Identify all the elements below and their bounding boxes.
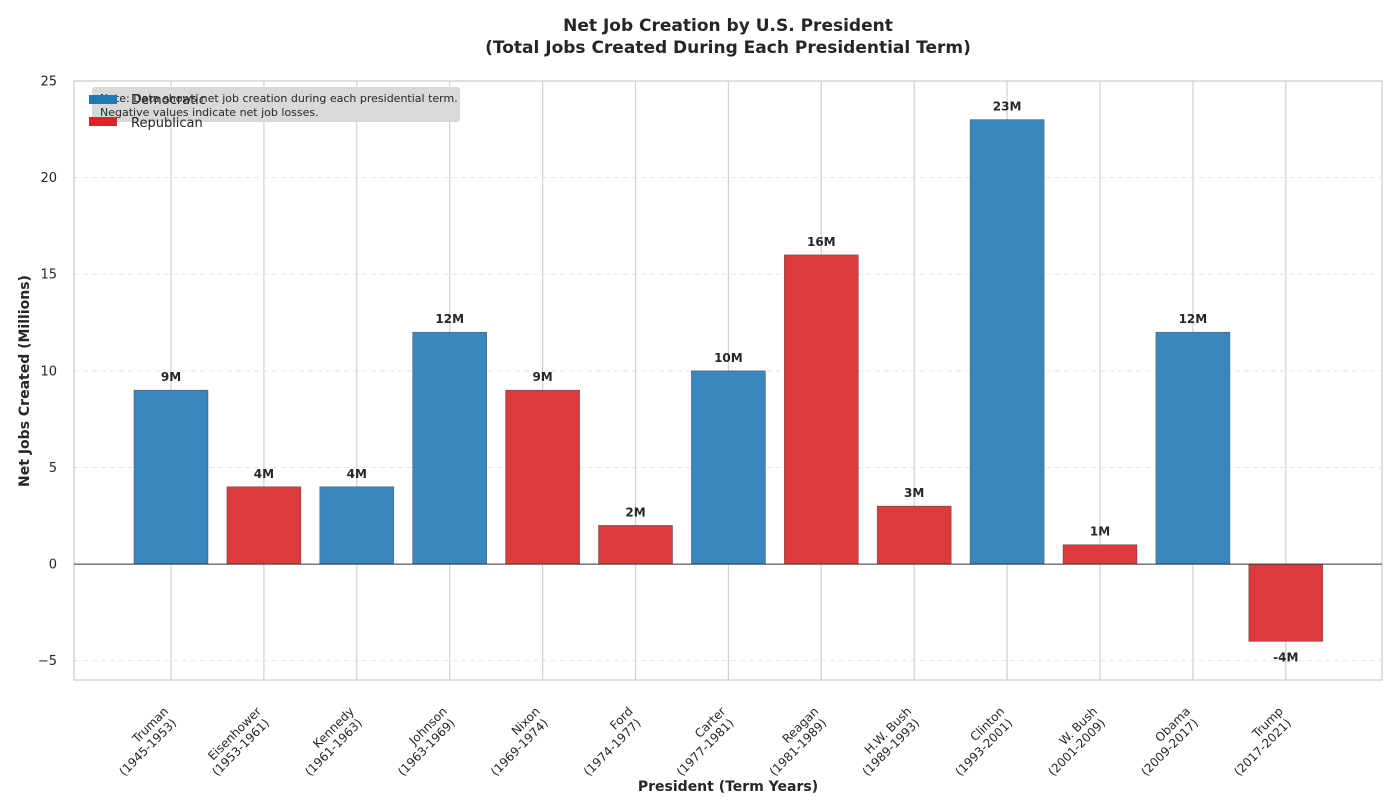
bar-ford [598,525,673,565]
bar-eisenhower [226,486,302,565]
bar-value-label: 12M [435,312,464,326]
x-tick-label: Nixon(1969-1974) [488,704,551,779]
x-tick-label: Eisenhower(1953-1961) [205,704,272,779]
bar-value-label: 2M [625,505,645,519]
bar-value-label: 3M [904,486,924,500]
x-tick-label: H.W. Bush(1989-1993) [860,704,923,779]
bar-value-label: 9M [532,370,552,384]
x-tick-label: Trump(2017-2021) [1231,704,1294,779]
bar-nixon [505,389,580,565]
bar-value-label: 4M [347,467,367,481]
x-tick-label: W. Bush(2001-2009) [1045,704,1108,779]
bar-clinton [969,119,1045,565]
note-line-2: Negative values indicate net job losses. [100,106,319,119]
x-tick-label: Ford(1974-1977) [581,704,644,779]
x-tick-label: Kennedy(1961-1963) [302,704,365,779]
bar-value-label: 4M [254,467,274,481]
note-box [92,87,460,122]
y-tick-label: 10 [40,364,57,379]
y-tick-label: 15 [40,268,57,283]
y-tick-label: 25 [40,75,57,90]
note-line-1: Note: Data shows net job creation during… [100,92,458,105]
x-tick-label: Obama(2009-2017) [1138,704,1201,779]
bar-carter [691,370,766,565]
bar-value-label: 12M [1179,312,1208,326]
bar-value-label: 10M [714,351,743,365]
legend: Note: Data shows net job creation during… [89,87,460,131]
y-tick-label: 5 [49,461,57,476]
chart-title: Net Job Creation by U.S. President [563,16,893,36]
bar-w-bush [1062,544,1138,565]
bar-reagan [783,254,859,565]
bar-kennedy [319,486,395,565]
bar-obama [1155,331,1231,565]
legend-label-republican: Republican [131,116,203,131]
bar-value-label: -4M [1273,650,1298,664]
y-tick-label: −5 [38,654,57,669]
plot-frame [73,80,1383,681]
bar-h-w-bush [876,505,952,565]
y-tick-label: 20 [40,171,57,186]
x-tick-label: Clinton(1993-2001) [952,704,1015,779]
bar-johnson [412,331,488,565]
bar-trump [1248,563,1324,642]
y-axis-label: Net Jobs Created (Millions) [17,275,33,487]
x-tick-label: Carter(1977-1981) [674,704,737,779]
bar-value-label: 9M [161,370,181,384]
x-tick-label: Truman(1945-1953) [116,704,179,779]
legend-swatch-democratic [89,95,117,104]
bar-value-label: 16M [807,235,836,249]
legend-label-democratic: Democratic [131,93,206,108]
x-tick-label: Reagan(1981-1989) [767,704,830,779]
x-axis-label: President (Term Years) [638,779,818,795]
x-tick-label: Johnson(1963-1969) [395,704,458,779]
bar-value-label: 1M [1090,525,1110,539]
chart-subtitle: (Total Jobs Created During Each Presiden… [485,38,971,58]
bar-value-label: 23M [993,100,1022,114]
y-tick-label: 0 [49,558,57,573]
bar-truman [133,389,209,565]
legend-swatch-republican [89,117,117,126]
